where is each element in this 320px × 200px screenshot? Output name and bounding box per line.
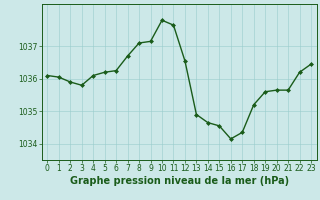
X-axis label: Graphe pression niveau de la mer (hPa): Graphe pression niveau de la mer (hPa): [70, 176, 289, 186]
